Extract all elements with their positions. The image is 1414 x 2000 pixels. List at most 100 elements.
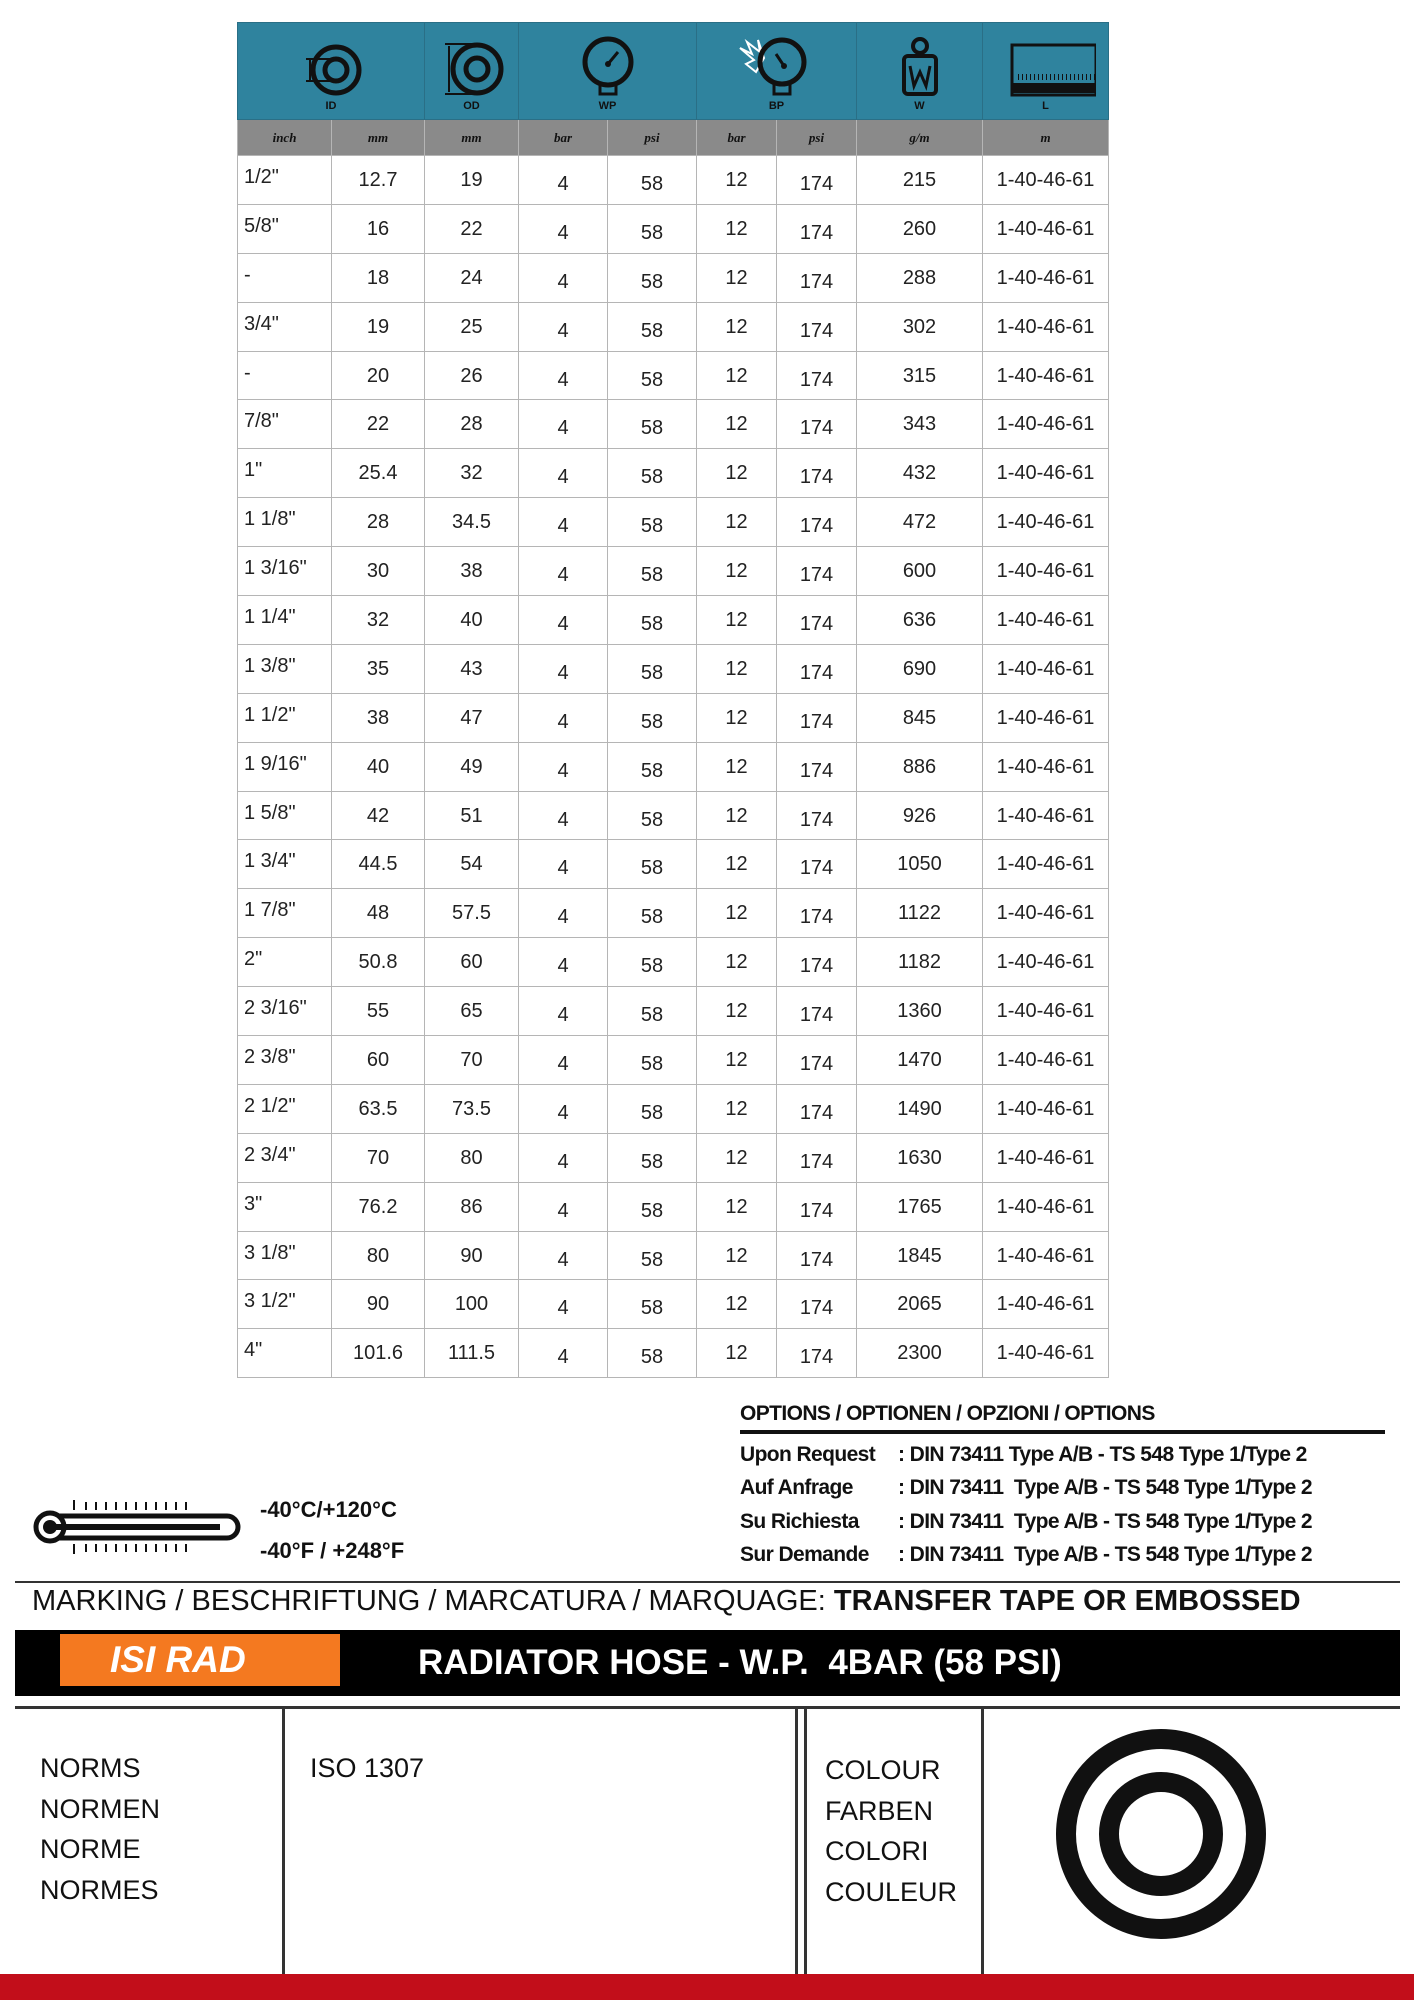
table-cell: 1-40-46-61: [982, 839, 1109, 890]
table-cell: 58: [607, 1279, 697, 1330]
table-cell: 1490: [856, 1083, 983, 1134]
table-cell: 4: [518, 1230, 608, 1281]
table-cell: 58: [607, 1132, 697, 1183]
table-cell: 58: [607, 692, 697, 743]
table-cell: 2300: [856, 1328, 983, 1379]
table-cell: 1 3/16": [237, 546, 332, 597]
marking-value: TRANSFER TAPE OR EMBOSSED: [833, 1585, 1301, 1617]
table-cell: 12: [696, 1328, 777, 1379]
table-cell: 1-40-46-61: [982, 155, 1109, 205]
table-cell: 58: [607, 350, 697, 401]
table-cell: 38: [424, 546, 519, 597]
temp-fahrenheit: -40°F / +248°F: [260, 1538, 405, 1563]
divider: [15, 1581, 1400, 1583]
table-cell: 73.5: [424, 1083, 519, 1134]
table-cell: 1-40-46-61: [982, 1279, 1109, 1330]
unit-cell: g/m: [856, 119, 983, 156]
table-cell: 4: [518, 1181, 608, 1232]
table-cell: 60: [331, 1035, 425, 1085]
table-cell: 3/4": [237, 301, 332, 352]
table-cell: 174: [776, 692, 857, 743]
table-cell: 5/8": [237, 203, 332, 254]
table-cell: 58: [607, 497, 697, 548]
norms-labels: NORMS NORMEN NORME NORMES: [40, 1748, 160, 1910]
table-cell: 12: [696, 1230, 777, 1281]
table-cell: 4: [518, 986, 608, 1037]
table-cell: 4: [518, 1083, 608, 1134]
table-row: 1 7/8" 48 57.5 4 58 12 174 1122 1-40-46-61: [237, 888, 1109, 939]
marking-label: MARKING / BESCHRIFTUNG / MARCATURA / MAR…: [32, 1585, 834, 1617]
table-row: 1 3/8" 35 43 4 58 12 174 690 1-40-46-61: [237, 643, 1109, 694]
table-cell: 32: [331, 595, 425, 645]
table-cell: 58: [607, 252, 697, 303]
table-cell: 343: [856, 399, 983, 450]
table-cell: 58: [607, 203, 697, 254]
table-cell: 18: [331, 252, 425, 303]
table-cell: 70: [331, 1132, 425, 1183]
table-cell: 48: [331, 888, 425, 939]
table-cell: 1 1/2": [237, 692, 332, 743]
weight-icon: [901, 37, 938, 96]
table-cell: 4: [518, 203, 608, 254]
wp-header: WP: [518, 22, 697, 120]
table-cell: 38: [331, 692, 425, 743]
table-cell: 4: [518, 497, 608, 548]
option-row: Su Richiesta: DIN 73411 Type A/B - TS 54…: [740, 1505, 1385, 1539]
table-row: 2 3/16" 55 65 4 58 12 174 1360 1-40-46-61: [237, 986, 1109, 1037]
table-cell: 111.5: [424, 1328, 519, 1379]
table-row: 3/4" 19 25 4 58 12 174 302 1-40-46-61: [237, 301, 1109, 352]
table-cell: 4: [518, 399, 608, 450]
table-cell: 44.5: [331, 839, 425, 890]
table-cell: 174: [776, 1328, 857, 1379]
table-row: 1 1/2" 38 47 4 58 12 174 845 1-40-46-61: [237, 692, 1109, 743]
colour-label: COULEUR: [825, 1876, 958, 1907]
table-cell: 288: [856, 252, 983, 303]
table-cell: 34.5: [424, 497, 519, 548]
table-cell: 1845: [856, 1230, 983, 1281]
table-cell: 42: [331, 790, 425, 841]
table-cell: 1-40-46-61: [982, 1083, 1109, 1134]
table-cell: 1-40-46-61: [982, 692, 1109, 743]
table-cell: 7/8": [237, 399, 332, 450]
table-cell: 51: [424, 790, 519, 841]
table-cell: 58: [607, 448, 697, 499]
table-cell: 600: [856, 546, 983, 597]
id-header: ID: [237, 22, 425, 120]
table-cell: 1-40-46-61: [982, 203, 1109, 254]
unit-cell: inch: [237, 119, 332, 156]
table-cell: 1-40-46-61: [982, 399, 1109, 450]
table-cell: 65: [424, 986, 519, 1037]
table-cell: 58: [607, 741, 697, 792]
table-row: 2 3/8" 60 70 4 58 12 174 1470 1-40-46-61: [237, 1035, 1109, 1085]
w-label: W: [914, 100, 925, 112]
wp-label: WP: [598, 100, 617, 112]
option-value: : DIN 73411 Type A/B - TS 548 Type 1/Typ…: [898, 1509, 1313, 1533]
table-row: 1/2" 12.7 19 4 58 12 174 215 1-40-46-61: [237, 155, 1109, 205]
table-cell: 1/2": [237, 155, 332, 205]
options-block: OPTIONS / OPTIONEN / OPZIONI / OPTIONS U…: [740, 1402, 1385, 1572]
table-cell: 4: [518, 252, 608, 303]
table-cell: 12: [696, 546, 777, 597]
norms-label: NORMES: [40, 1874, 159, 1905]
table-cell: 4: [518, 937, 608, 988]
table-cell: 4: [518, 1328, 608, 1379]
table-cell: 57.5: [424, 888, 519, 939]
table-cell: 1-40-46-61: [982, 741, 1109, 792]
table-row: 3 1/2" 90 100 4 58 12 174 2065 1-40-46-61: [237, 1279, 1109, 1330]
table-cell: 1470: [856, 1035, 983, 1085]
table-cell: 4: [518, 790, 608, 841]
table-cell: 12: [696, 595, 777, 645]
table-cell: 1630: [856, 1132, 983, 1183]
table-cell: 12: [696, 741, 777, 792]
option-label: Upon Request: [740, 1442, 876, 1466]
table-cell: 1 3/8": [237, 643, 332, 694]
bp-label: BP: [768, 100, 785, 112]
w-header: W: [856, 22, 983, 120]
table-cell: 1-40-46-61: [982, 301, 1109, 352]
unit-cell: psi: [607, 119, 697, 156]
table-cell: 1-40-46-61: [982, 1230, 1109, 1281]
burst-gauge-icon: [738, 37, 806, 96]
table-cell: 174: [776, 839, 857, 890]
table-cell: 12: [696, 1083, 777, 1134]
option-value: : DIN 73411 Type A/B - TS 548 Type 1/Typ…: [898, 1442, 1307, 1466]
